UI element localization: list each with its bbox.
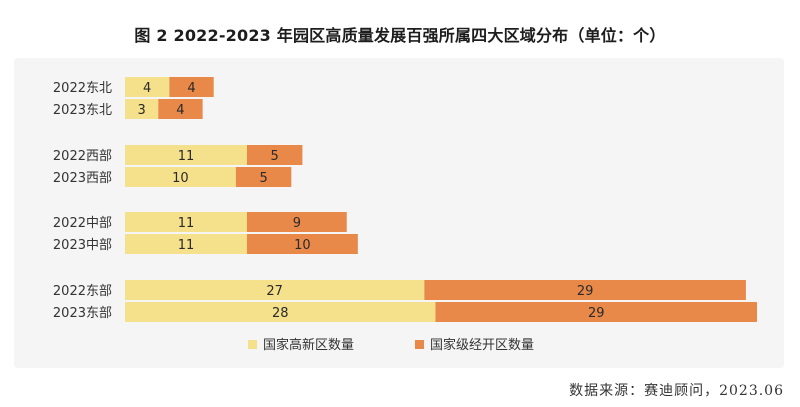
data-label: 5 (259, 171, 267, 186)
data-label: 10 (294, 238, 311, 253)
source-note: 数据来源：赛迪顾问，2023.06 (569, 383, 784, 399)
data-label: 29 (577, 284, 594, 299)
bar-segment-econ-dev-zone (246, 212, 347, 232)
legend-swatch (248, 340, 257, 349)
category-label: 2022东部 (53, 284, 112, 299)
bar-segment-econ-dev-zone (246, 234, 358, 254)
chart-title: 图 2 2022-2023 年园区高质量发展百强所属四大区域分布（单位：个） (134, 26, 666, 45)
data-label: 4 (176, 103, 184, 118)
data-label: 29 (588, 306, 605, 321)
data-label: 4 (143, 81, 151, 96)
bar-segment-high-tech-zone (125, 302, 436, 322)
data-label: 28 (272, 306, 289, 321)
bar-segment-econ-dev-zone (246, 145, 303, 165)
data-label: 3 (137, 103, 145, 118)
data-label: 5 (271, 149, 279, 164)
data-label: 4 (187, 81, 195, 96)
category-label: 2023东部 (53, 306, 112, 321)
bar-segment-econ-dev-zone (169, 77, 214, 97)
legend-label: 国家高新区数量 (263, 337, 354, 353)
category-label: 2022西部 (53, 149, 112, 164)
data-label: 11 (178, 149, 195, 164)
category-label: 2022中部 (53, 216, 112, 231)
bar-segment-high-tech-zone (125, 167, 236, 187)
data-label: 11 (178, 238, 195, 253)
legend-swatch (415, 340, 424, 349)
bar-segment-econ-dev-zone (435, 302, 757, 322)
data-label: 27 (266, 284, 283, 299)
bar-segment-econ-dev-zone (424, 280, 746, 300)
category-label: 2023西部 (53, 171, 112, 186)
data-label: 10 (172, 171, 189, 186)
bar-segment-high-tech-zone (125, 280, 425, 300)
bar-segment-econ-dev-zone (235, 167, 292, 187)
bar-segment-high-tech-zone (125, 77, 170, 97)
category-label: 2023中部 (53, 238, 112, 253)
legend-label: 国家级经开区数量 (430, 337, 534, 353)
bar-segment-high-tech-zone (125, 145, 247, 165)
category-label: 2022东北 (53, 81, 112, 96)
bar-segment-econ-dev-zone (158, 99, 203, 119)
data-label: 9 (293, 216, 301, 231)
bar-segment-high-tech-zone (125, 99, 159, 119)
bar-segment-high-tech-zone (125, 234, 247, 254)
bar-segment-high-tech-zone (125, 212, 247, 232)
data-label: 11 (178, 216, 195, 231)
category-label: 2023东北 (53, 103, 112, 118)
